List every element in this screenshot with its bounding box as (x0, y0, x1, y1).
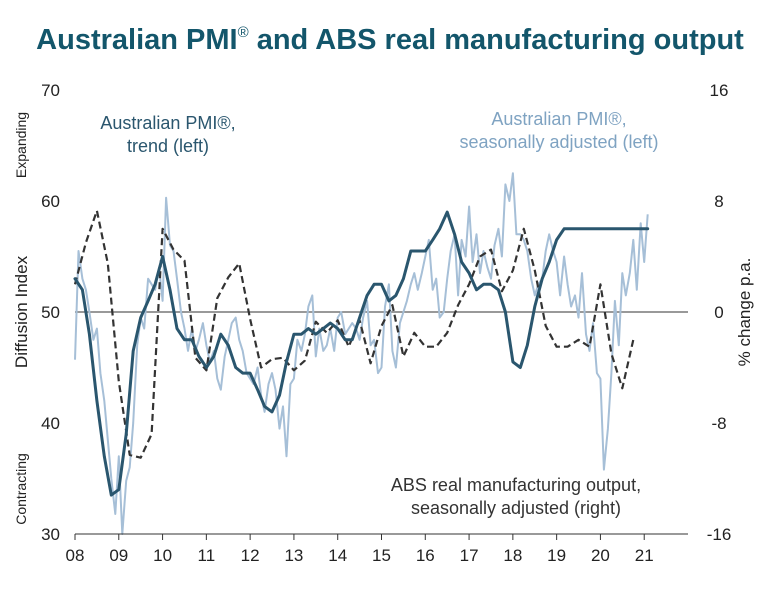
x-tick-label: 12 (241, 546, 260, 565)
y-left-tick-label: 30 (41, 525, 60, 544)
y-left-tick-label: 60 (41, 192, 60, 211)
x-tick-label: 17 (460, 546, 479, 565)
x-tick-label: 18 (503, 546, 522, 565)
x-tick-label: 10 (153, 546, 172, 565)
chart-title: Australian PMI® and ABS real manufacturi… (0, 24, 780, 57)
y-left-tick-label: 70 (41, 81, 60, 100)
annotation-pmi-sa-line1: Australian PMI®, (491, 109, 626, 129)
y-right-tick-label: 8 (714, 192, 723, 211)
y-right-tick-label: 0 (714, 303, 723, 322)
axis-layer: 08 09 10 11 12 13 14 15 16 17 18 19 20 21706050403016… (12, 81, 754, 565)
series-pmi-trend (73, 210, 650, 497)
x-tick-label: 09 (109, 546, 128, 565)
x-tick-label: 11 (198, 546, 216, 565)
annotation-pmi-trend-line1: Australian PMI®, (100, 113, 235, 133)
y-left-axis-title: Diffusion Index (12, 255, 31, 368)
x-tick-label: 15 (372, 546, 391, 565)
x-tick-label: 19 (547, 546, 566, 565)
title-main: Australian PMI (36, 24, 238, 56)
y-right-tick-label: 16 (710, 81, 729, 100)
x-tick-label: 08 (66, 546, 85, 565)
y-right-axis-title: % change p.a. (735, 258, 754, 367)
y-left-tick-label: 40 (41, 414, 60, 433)
y-left-tick-label: 50 (41, 303, 60, 322)
y-right-tick-label: -8 (711, 414, 726, 433)
annotation-abs-line1: ABS real manufacturing output, (391, 475, 641, 495)
x-tick-label: 21 (635, 546, 654, 565)
label-layer: Australian PMI®, trend (left) Australian P… (100, 109, 658, 518)
expanding-label: Expanding (13, 112, 29, 178)
x-tick-label: 14 (328, 546, 347, 565)
annotation-pmi-trend-line2: trend (left) (127, 136, 209, 156)
title-registered-mark: ® (237, 24, 249, 41)
annotation-abs-line2: seasonally adjusted (right) (411, 498, 621, 518)
annotation-pmi-sa-line2: seasonally adjusted (left) (459, 132, 658, 152)
x-tick-label: 20 (591, 546, 610, 565)
title-rest: and ABS real manufacturing output (248, 24, 744, 56)
x-tick-label: 13 (284, 546, 303, 565)
y-right-tick-label: -16 (707, 525, 732, 544)
x-tick-label: 16 (416, 546, 435, 565)
contracting-label: Contracting (13, 453, 29, 525)
series-layer (73, 172, 650, 535)
